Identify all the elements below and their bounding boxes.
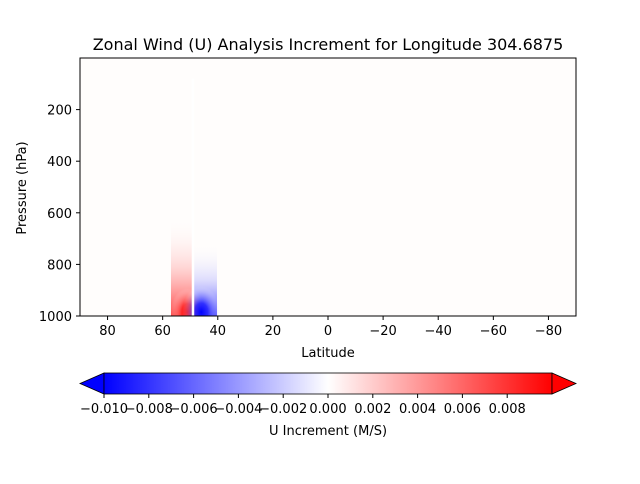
colorbar-gradient — [103, 372, 553, 395]
x-tick-label: 60 — [154, 324, 171, 339]
colorbar-tick-label: 0.002 — [354, 402, 391, 417]
colorbar-extend-high — [551, 372, 577, 395]
y-axis-ticks: 200 400 600 800 1000 — [39, 104, 80, 325]
y-tick-label: 200 — [47, 104, 72, 119]
y-tick-label: 800 — [47, 258, 72, 273]
colorbar-tick-label: 0.004 — [399, 402, 436, 417]
y-tick-label: 400 — [47, 155, 72, 170]
chart-title: Zonal Wind (U) Analysis Increment for Lo… — [93, 35, 564, 54]
plot-area — [80, 58, 576, 316]
x-tick-label: 0 — [324, 324, 332, 339]
x-axis-label: Latitude — [301, 346, 355, 361]
x-tick-label: −20 — [369, 324, 396, 339]
colorbar-tick-label: −0.008 — [125, 402, 173, 417]
y-tick-label: 1000 — [39, 310, 72, 325]
colorbar-tick-label: −0.004 — [214, 402, 262, 417]
x-tick-label: 80 — [99, 324, 116, 339]
x-tick-label: 40 — [210, 324, 227, 339]
colorbar-tick-label: −0.006 — [170, 402, 218, 417]
x-tick-label: 20 — [265, 324, 282, 339]
x-tick-label: −80 — [535, 324, 562, 339]
colorbar-ticks: −0.010−0.008−0.006−0.004−0.002 0.000 0.002… — [80, 394, 526, 417]
colorbar: −0.010−0.008−0.006−0.004−0.002 0.000 0.002… — [79, 372, 577, 439]
colorbar-tick-label: −0.010 — [80, 402, 128, 417]
y-tick-label: 600 — [47, 207, 72, 222]
colorbar-tick-label: −0.002 — [259, 402, 307, 417]
colorbar-tick-label: 0.000 — [309, 402, 346, 417]
colorbar-extend-low — [79, 372, 105, 395]
x-tick-label: −60 — [480, 324, 507, 339]
colorbar-tick-label: 0.008 — [489, 402, 526, 417]
x-axis-ticks: 80 60 40 20 0 −20 −40 −60 −80 — [99, 316, 562, 339]
x-tick-label: −40 — [425, 324, 452, 339]
colorbar-tick-label: 0.006 — [444, 402, 481, 417]
increment-field — [170, 78, 221, 316]
colorbar-label: U Increment (M/S) — [269, 424, 387, 439]
y-axis-label: Pressure (hPa) — [15, 141, 30, 234]
